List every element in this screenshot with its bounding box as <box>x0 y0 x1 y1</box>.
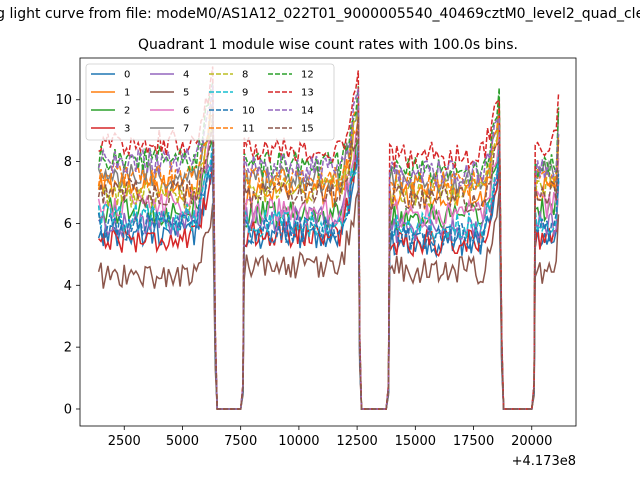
legend-label-3: 3 <box>124 124 130 135</box>
x-tick-label: 10000 <box>278 434 319 449</box>
y-tick-label: 0 <box>64 402 72 417</box>
legend-label-7: 7 <box>183 124 189 135</box>
x-axis-ticks: 2500 5000 7500 10000 12500 15000 17500 20000 <box>108 426 552 449</box>
x-tick-label: 17500 <box>453 434 494 449</box>
series-line-11 <box>97 95 560 410</box>
series-line-14 <box>97 84 560 410</box>
legend-label-14: 14 <box>301 106 314 117</box>
x-tick-label: 20000 <box>511 434 552 449</box>
x-axis-offset: +4.173e8 <box>512 454 576 469</box>
series-line-15 <box>97 114 560 410</box>
y-tick-label: 2 <box>64 341 72 356</box>
legend-label-4: 4 <box>183 70 189 81</box>
series-line-10 <box>97 151 560 410</box>
series-line-5 <box>97 189 560 410</box>
plot-frame <box>79 57 577 427</box>
y-tick-label: 4 <box>64 279 72 294</box>
legend-label-11: 11 <box>242 124 255 135</box>
legend-label-1: 1 <box>124 88 130 99</box>
legend-label-0: 0 <box>124 70 130 81</box>
series-line-7 <box>97 102 560 410</box>
legend-box <box>85 63 335 141</box>
series-line-13 <box>98 66 560 410</box>
x-tick-label: 12500 <box>336 434 377 449</box>
x-tick-label: 2500 <box>108 434 141 449</box>
legend-label-13: 13 <box>301 88 314 99</box>
x-tick-label: 5000 <box>166 434 199 449</box>
y-tick-label: 6 <box>64 217 72 232</box>
y-tick-label: 10 <box>55 93 72 108</box>
chart-title: Quadrant 1 module wise count rates with … <box>138 37 518 53</box>
plot-lines <box>97 66 560 410</box>
legend-label-5: 5 <box>183 88 189 99</box>
legend-label-12: 12 <box>301 70 314 81</box>
legend-label-10: 10 <box>242 106 255 117</box>
y-axis-ticks: 0 2 4 6 8 10 <box>55 93 80 417</box>
y-tick-label: 8 <box>64 155 72 170</box>
legend-label-9: 9 <box>242 88 248 99</box>
legend-label-2: 2 <box>124 106 130 117</box>
x-tick-label: 15000 <box>395 434 436 449</box>
legend-label-15: 15 <box>301 124 314 135</box>
x-tick-label: 7500 <box>224 434 257 449</box>
legend-label-8: 8 <box>242 70 248 81</box>
legend-label-6: 6 <box>183 106 189 117</box>
series-line-6 <box>97 130 560 410</box>
figure-suptitle: Plotting light curve from file: modeM0/A… <box>0 6 640 22</box>
